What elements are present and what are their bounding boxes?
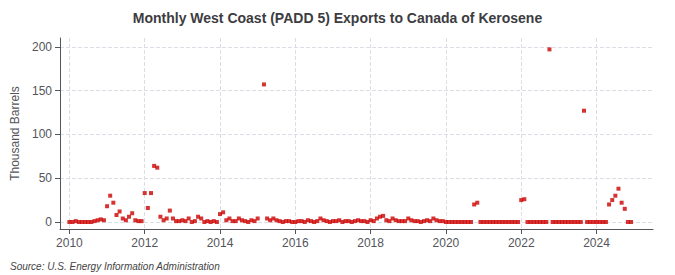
svg-text:2020: 2020: [433, 236, 460, 250]
svg-text:150: 150: [32, 84, 52, 98]
svg-text:Source: U.S. Energy Informatio: Source: U.S. Energy Information Administ…: [10, 261, 220, 272]
svg-text:100: 100: [32, 127, 52, 141]
svg-text:2018: 2018: [357, 236, 384, 250]
svg-text:50: 50: [39, 171, 53, 185]
svg-text:2016: 2016: [282, 236, 309, 250]
svg-text:2014: 2014: [207, 236, 234, 250]
svg-text:2024: 2024: [583, 236, 610, 250]
svg-text:2012: 2012: [131, 236, 158, 250]
svg-text:2010: 2010: [56, 236, 83, 250]
svg-text:0: 0: [45, 215, 52, 229]
svg-text:Monthly West Coast (PADD 5) Ex: Monthly West Coast (PADD 5) Exports to C…: [133, 10, 543, 26]
svg-text:200: 200: [32, 40, 52, 54]
svg-text:2022: 2022: [508, 236, 535, 250]
svg-text:Thousand Barrels: Thousand Barrels: [8, 86, 22, 181]
